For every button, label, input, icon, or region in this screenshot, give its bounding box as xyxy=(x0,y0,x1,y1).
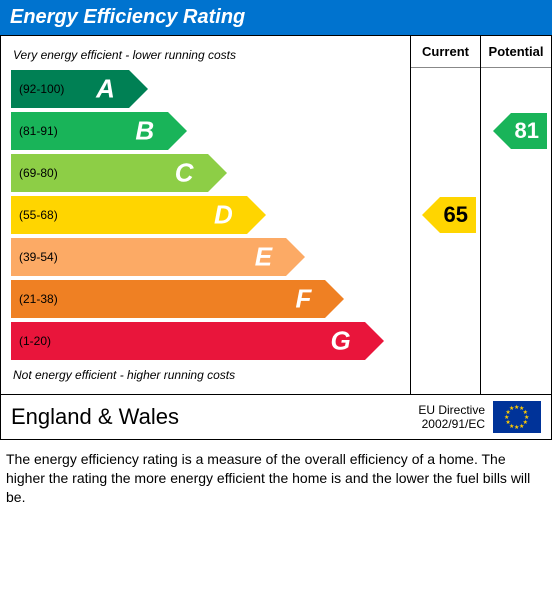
band-range: (92-100) xyxy=(19,82,64,96)
current-rating-value: 65 xyxy=(444,202,468,228)
current-header: Current xyxy=(411,36,480,68)
band-letter: A xyxy=(96,74,115,105)
band-letter: C xyxy=(175,158,194,189)
explanation-text: The energy efficiency rating is a measur… xyxy=(0,440,552,513)
band-bar-b: (81-91) B xyxy=(11,112,168,150)
band-f: (21-38) F xyxy=(11,280,404,318)
potential-rating-value: 81 xyxy=(515,118,539,144)
band-bar-d: (55-68) D xyxy=(11,196,247,234)
chart-container: Very energy efficient - lower running co… xyxy=(0,35,552,395)
current-rating-arrow: 65 xyxy=(440,197,476,233)
band-range: (39-54) xyxy=(19,250,58,264)
bands-area: Very energy efficient - lower running co… xyxy=(1,36,411,394)
band-d: (55-68) D xyxy=(11,196,404,234)
band-bar-c: (69-80) C xyxy=(11,154,208,192)
band-bar-e: (39-54) E xyxy=(11,238,286,276)
band-a: (92-100) A xyxy=(11,70,404,108)
band-letter: F xyxy=(296,284,312,315)
directive-line2: 2002/91/EC xyxy=(418,417,485,431)
band-letter: E xyxy=(255,242,272,273)
band-bar-f: (21-38) F xyxy=(11,280,325,318)
band-e: (39-54) E xyxy=(11,238,404,276)
band-range: (1-20) xyxy=(19,334,51,348)
band-c: (69-80) C xyxy=(11,154,404,192)
title-bar: Energy Efficiency Rating xyxy=(0,0,552,35)
band-range: (81-91) xyxy=(19,124,58,138)
band-g: (1-20) G xyxy=(11,322,404,360)
potential-rating-arrow: 81 xyxy=(511,113,547,149)
directive-text: EU Directive 2002/91/EC xyxy=(418,403,485,432)
band-range: (55-68) xyxy=(19,208,58,222)
eu-flag-icon: ★★★★★★★★★★★★ xyxy=(493,401,541,433)
band-b: (81-91) B xyxy=(11,112,404,150)
footer-row: England & Wales EU Directive 2002/91/EC … xyxy=(0,395,552,440)
title-text: Energy Efficiency Rating xyxy=(10,6,245,28)
band-bar-g: (1-20) G xyxy=(11,322,365,360)
inefficient-note: Not energy efficient - higher running co… xyxy=(13,368,404,382)
band-letter: G xyxy=(330,326,350,357)
band-bar-a: (92-100) A xyxy=(11,70,129,108)
potential-header: Potential xyxy=(481,36,551,68)
region-label: England & Wales xyxy=(11,404,418,430)
directive-line1: EU Directive xyxy=(418,403,485,417)
band-range: (69-80) xyxy=(19,166,58,180)
band-letter: D xyxy=(214,200,233,231)
efficient-note: Very energy efficient - lower running co… xyxy=(13,48,404,62)
band-range: (21-38) xyxy=(19,292,58,306)
current-column: Current 65 xyxy=(411,36,481,394)
potential-column: Potential 81 xyxy=(481,36,551,394)
bands-list: (92-100) A (81-91) B (69-80) C (55-68) D (39-54)… xyxy=(11,70,404,360)
band-letter: B xyxy=(135,116,154,147)
